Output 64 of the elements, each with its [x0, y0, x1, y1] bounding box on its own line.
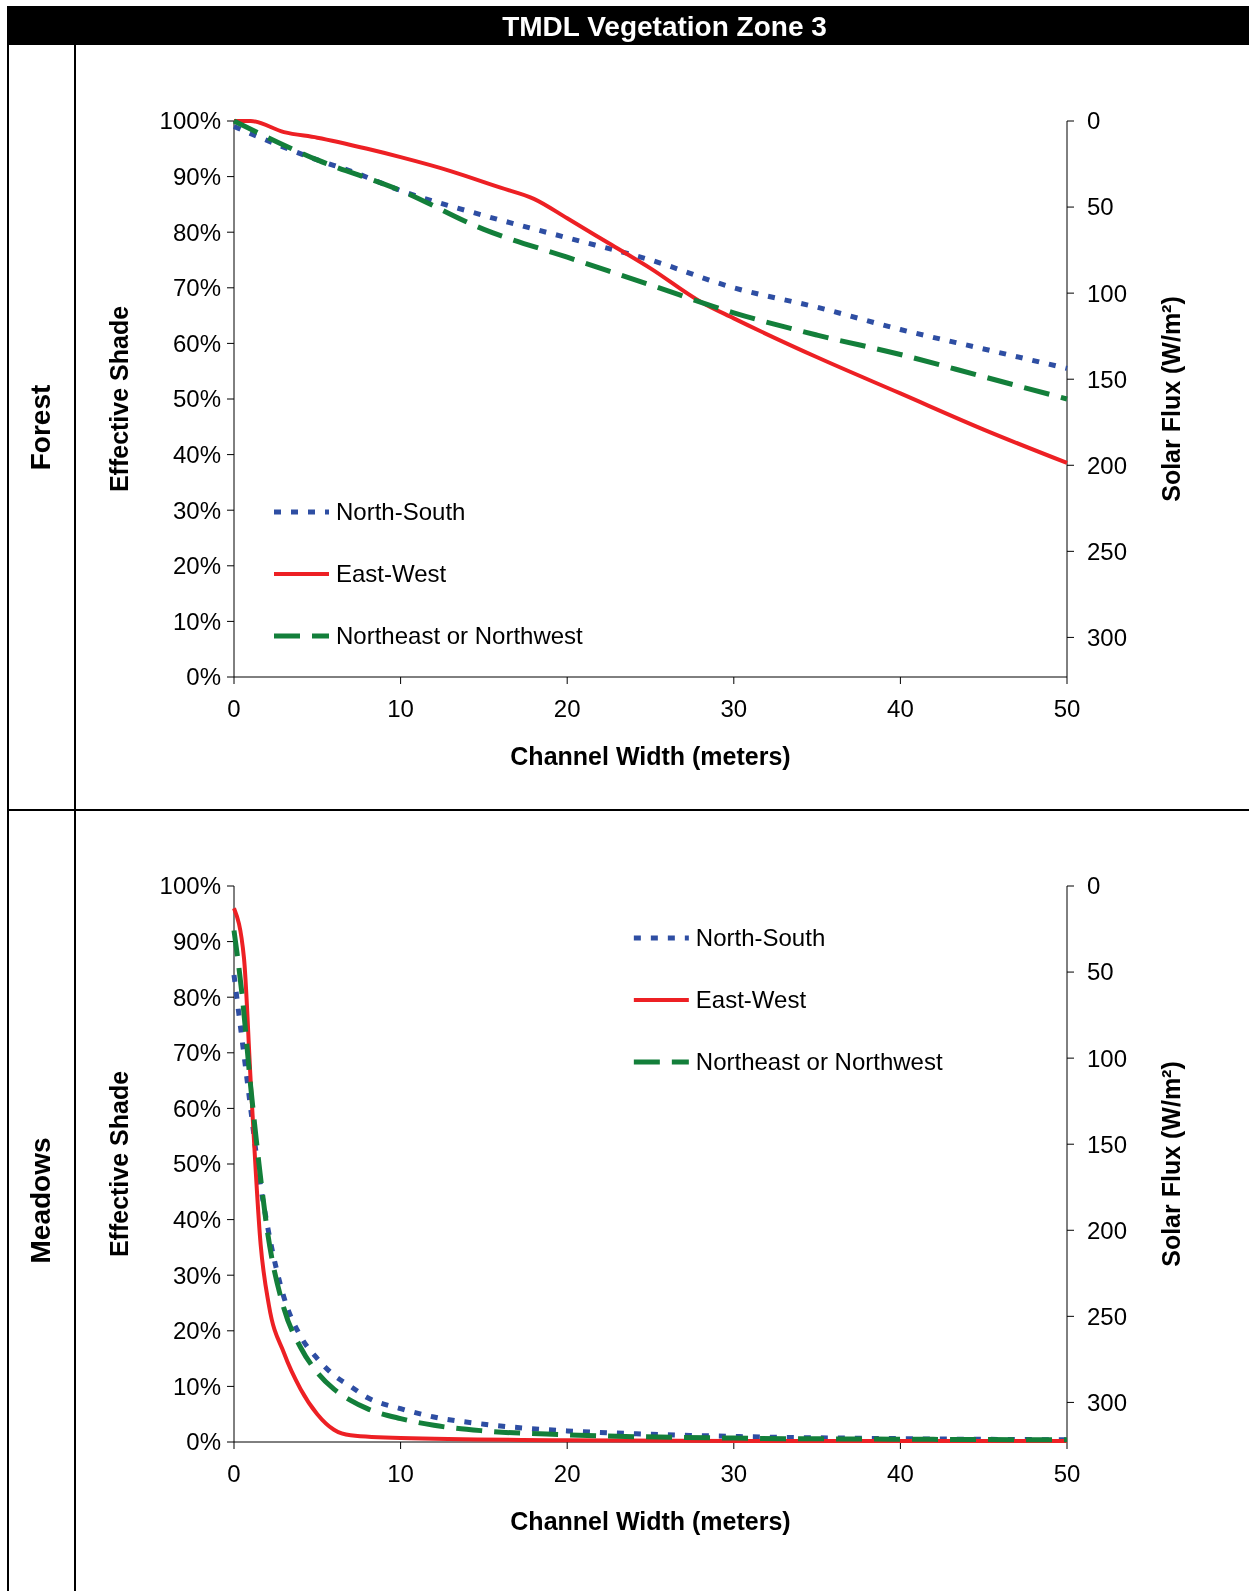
y-tick-label: 30% — [172, 1261, 221, 1289]
y-tick-label: 70% — [172, 1039, 221, 1067]
y-tick-label: 10% — [172, 607, 221, 635]
y-tick-label: 40% — [172, 1206, 221, 1233]
chart-title: TMDL Vegetation Zone 3 — [502, 10, 827, 42]
y-tick-label: 80% — [172, 218, 221, 246]
x-axis-title: Channel Width (meters) — [510, 1507, 791, 1535]
x-tick-label: 0 — [227, 695, 241, 722]
y-tick-label: 70% — [172, 274, 221, 302]
legend-label: East-West — [695, 986, 807, 1014]
x-tick-label: 40 — [887, 695, 914, 722]
x-tick-label: 10 — [387, 1460, 414, 1487]
y2-tick-label: 0 — [1087, 872, 1101, 900]
x-tick-label: 0 — [227, 1460, 241, 1487]
y-tick-label: 90% — [172, 928, 221, 955]
legend-label: Northeast or Northwest — [336, 622, 584, 650]
y2-tick-label: 100 — [1087, 1044, 1128, 1072]
y2-tick-label: 150 — [1087, 365, 1128, 393]
x-tick-label: 50 — [1053, 1460, 1081, 1487]
y-tick-label: 0% — [186, 1428, 221, 1456]
y-tick-label: 50% — [172, 1150, 221, 1178]
y2-tick-label: 100 — [1087, 279, 1128, 307]
y2-tick-label: 250 — [1087, 1302, 1128, 1330]
y2-tick-label: 200 — [1087, 451, 1128, 479]
legend-label: North-South — [336, 498, 466, 526]
y-axis-title: Effective Shade — [105, 305, 133, 493]
y-tick-label: 100% — [159, 872, 221, 900]
y-axis-title: Effective Shade — [105, 1070, 133, 1258]
y-tick-label: 100% — [159, 107, 221, 135]
y-tick-label: 60% — [172, 329, 221, 357]
y2-tick-label: 150 — [1087, 1130, 1128, 1158]
x-tick-label: 30 — [720, 1460, 748, 1487]
line-series — [232, 119, 1069, 465]
x-tick-label: 30 — [720, 695, 748, 722]
y2-tick-label: 50 — [1087, 193, 1114, 221]
x-tick-label: 50 — [1053, 695, 1081, 722]
x-tick-label: 20 — [553, 1460, 581, 1487]
y-tick-label: 20% — [172, 552, 221, 580]
legend-label: East-West — [336, 560, 447, 588]
y2-tick-label: 300 — [1087, 1388, 1128, 1416]
y-tick-label: 50% — [172, 385, 221, 413]
text: Forest — [25, 384, 56, 471]
x-axis-title: Channel Width (meters) — [510, 742, 791, 770]
y-tick-label: 90% — [172, 163, 221, 190]
y2-tick-label: 300 — [1087, 623, 1128, 651]
y2-axis-title: Solar Flux (W/m²) — [1157, 296, 1185, 502]
x-tick-label: 20 — [553, 695, 581, 722]
y2-axis-title: Solar Flux (W/m²) — [1157, 1061, 1185, 1267]
y2-tick-label: 250 — [1087, 537, 1128, 565]
y-tick-label: 40% — [172, 441, 221, 468]
x-tick-label: 40 — [887, 1460, 914, 1487]
y2-tick-label: 50 — [1087, 958, 1114, 986]
legend-label: North-South — [695, 924, 826, 952]
y2-tick-label: 0 — [1087, 107, 1101, 135]
x-tick-label: 10 — [387, 695, 414, 722]
y-tick-label: 10% — [172, 1372, 221, 1400]
y-tick-label: 60% — [172, 1094, 221, 1122]
legend-label: Northeast or Northwest — [695, 1048, 943, 1076]
y-tick-label: 20% — [172, 1317, 221, 1345]
y-tick-label: 0% — [186, 663, 221, 691]
y-tick-label: 80% — [172, 983, 221, 1011]
text: Meadows — [25, 1137, 56, 1264]
y-tick-label: 30% — [172, 496, 221, 524]
y2-tick-label: 200 — [1087, 1216, 1128, 1244]
